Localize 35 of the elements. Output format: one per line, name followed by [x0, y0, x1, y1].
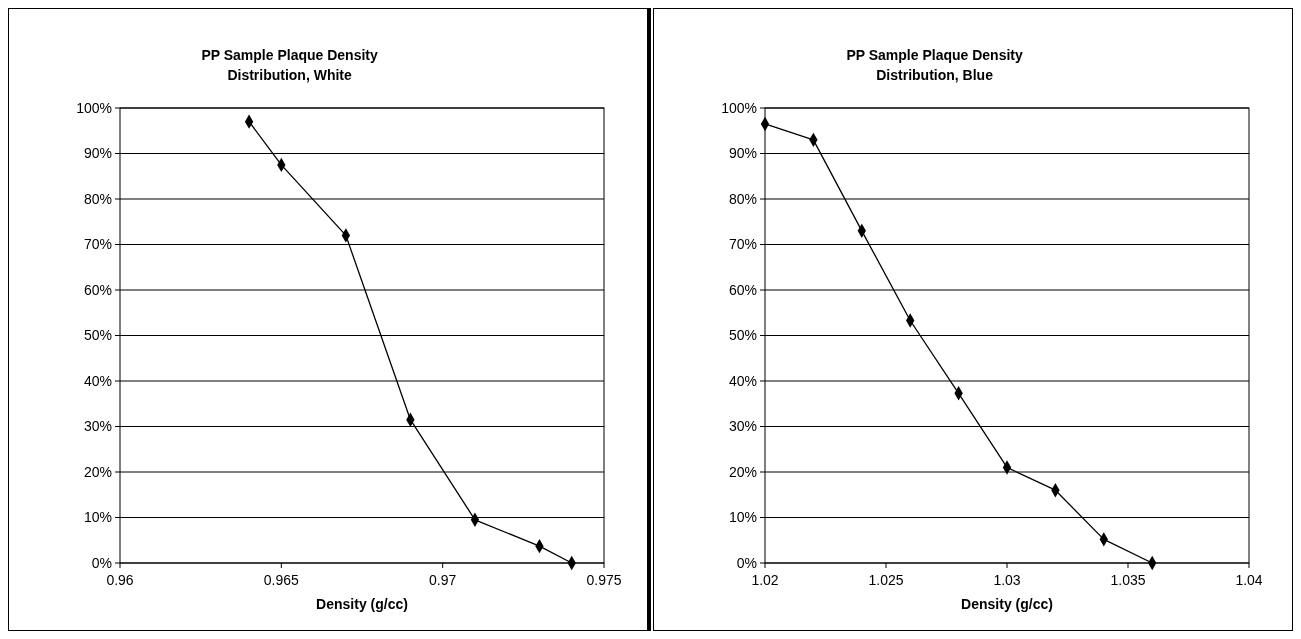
chart-title: PP Sample Plaque Density Distribution, White — [201, 47, 378, 83]
y-tick-label: 80% — [83, 190, 112, 207]
y-tick-label: 100% — [76, 99, 112, 116]
y-tick-label: 50% — [83, 327, 112, 344]
y-tick-label: 90% — [728, 145, 757, 162]
y-tick-label: 60% — [83, 281, 112, 298]
y-tick-label: 10% — [728, 509, 757, 526]
x-axis-title: Density (g/cc) — [316, 596, 408, 612]
y-tick-label: 10% — [83, 509, 112, 526]
x-tick-label: 0.965 — [263, 572, 300, 588]
x-tick-label: 0.96 — [106, 572, 134, 588]
x-tick-label: 1.02 — [751, 572, 779, 588]
x-tick-label: 0.975 — [586, 572, 622, 588]
y-tick-label: 80% — [728, 190, 757, 207]
x-tick-label: 1.025 — [868, 572, 904, 588]
x-tick-label: 1.035 — [1110, 572, 1146, 588]
y-tick-label: 20% — [83, 463, 112, 480]
y-tick-label: 100% — [721, 99, 757, 116]
y-tick-label: 60% — [728, 281, 757, 298]
y-tick-label: 40% — [83, 372, 112, 389]
x-tick-label: 0.97 — [429, 572, 457, 588]
y-tick-label: 50% — [728, 327, 757, 344]
x-tick-label: 1.03 — [993, 572, 1021, 588]
y-tick-label: 0% — [736, 554, 757, 571]
x-axis-title: Density (g/cc) — [961, 596, 1053, 612]
y-tick-label: 20% — [728, 463, 757, 480]
chart-title: PP Sample Plaque Density Distribution, Blue — [846, 47, 1023, 83]
y-tick-label: 70% — [728, 236, 757, 253]
y-tick-label: 0% — [91, 554, 112, 571]
y-tick-label: 70% — [83, 236, 112, 253]
y-tick-label: 30% — [728, 418, 757, 435]
y-tick-label: 40% — [728, 372, 757, 389]
y-tick-label: 30% — [83, 418, 112, 435]
y-tick-label: 90% — [83, 145, 112, 162]
x-tick-label: 1.04 — [1235, 572, 1263, 588]
